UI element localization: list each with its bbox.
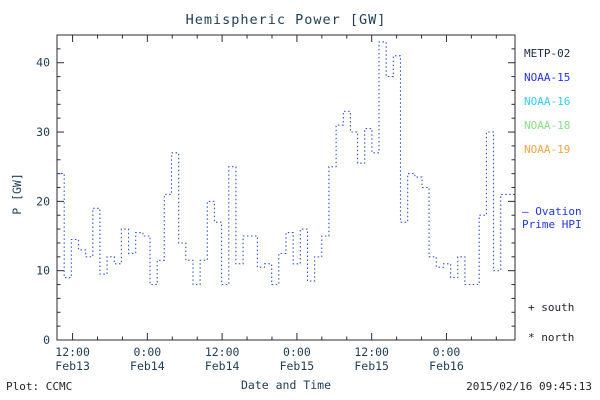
x-tick-time-label: 12:00 [55,345,90,359]
y-tick-label: 30 [36,125,50,139]
x-tick-date-label: Feb15 [354,359,389,373]
y-axis-label: P [GW] [10,173,24,215]
plot-source-label: Plot: CCMC [6,380,73,393]
x-tick-time-label: 0:00 [433,345,461,359]
x-axis-label: Date and Time [240,378,331,392]
x-tick-time-label: 0:00 [134,345,162,359]
south-marker-label: + south [528,301,575,314]
legend: METP-02 NOAA-15 NOAA-16 NOAA-18 NOAA-19 [524,42,598,162]
hpi-step-line [57,41,515,286]
ovation-label-line2: Prime HPI [522,218,582,231]
legend-item: METP-02 [524,47,571,60]
legend-item: NOAA-16 [524,95,571,108]
y-tick-label: 40 [36,56,50,70]
x-tick-date-label: Feb15 [280,359,315,373]
legend-item: NOAA-15 [524,71,571,84]
ovation-label-line1: – Ovation [522,205,582,218]
x-tick-time-label: 12:00 [205,345,240,359]
y-tick-label: 20 [36,194,50,208]
x-tick-date-label: Feb14 [130,359,165,373]
x-tick-time-label: 12:00 [354,345,389,359]
chart-title: Hemispheric Power [GW] [185,12,387,28]
legend-item: NOAA-19 [524,143,571,156]
x-tick-time-label: 0:00 [283,345,311,359]
legend-item: NOAA-18 [524,119,571,132]
north-marker-label: * north [528,331,575,344]
ovation-label: – Ovation Prime HPI [522,205,598,231]
plot-frame [56,34,516,341]
timestamp-label: 2015/02/16 09:45:13 [466,380,592,393]
y-tick-label: 0 [43,333,50,347]
y-tick-label: 10 [36,264,50,278]
x-tick-date-label: Feb14 [205,359,240,373]
x-tick-date-label: Feb16 [429,359,464,373]
x-tick-date-label: Feb13 [55,359,90,373]
